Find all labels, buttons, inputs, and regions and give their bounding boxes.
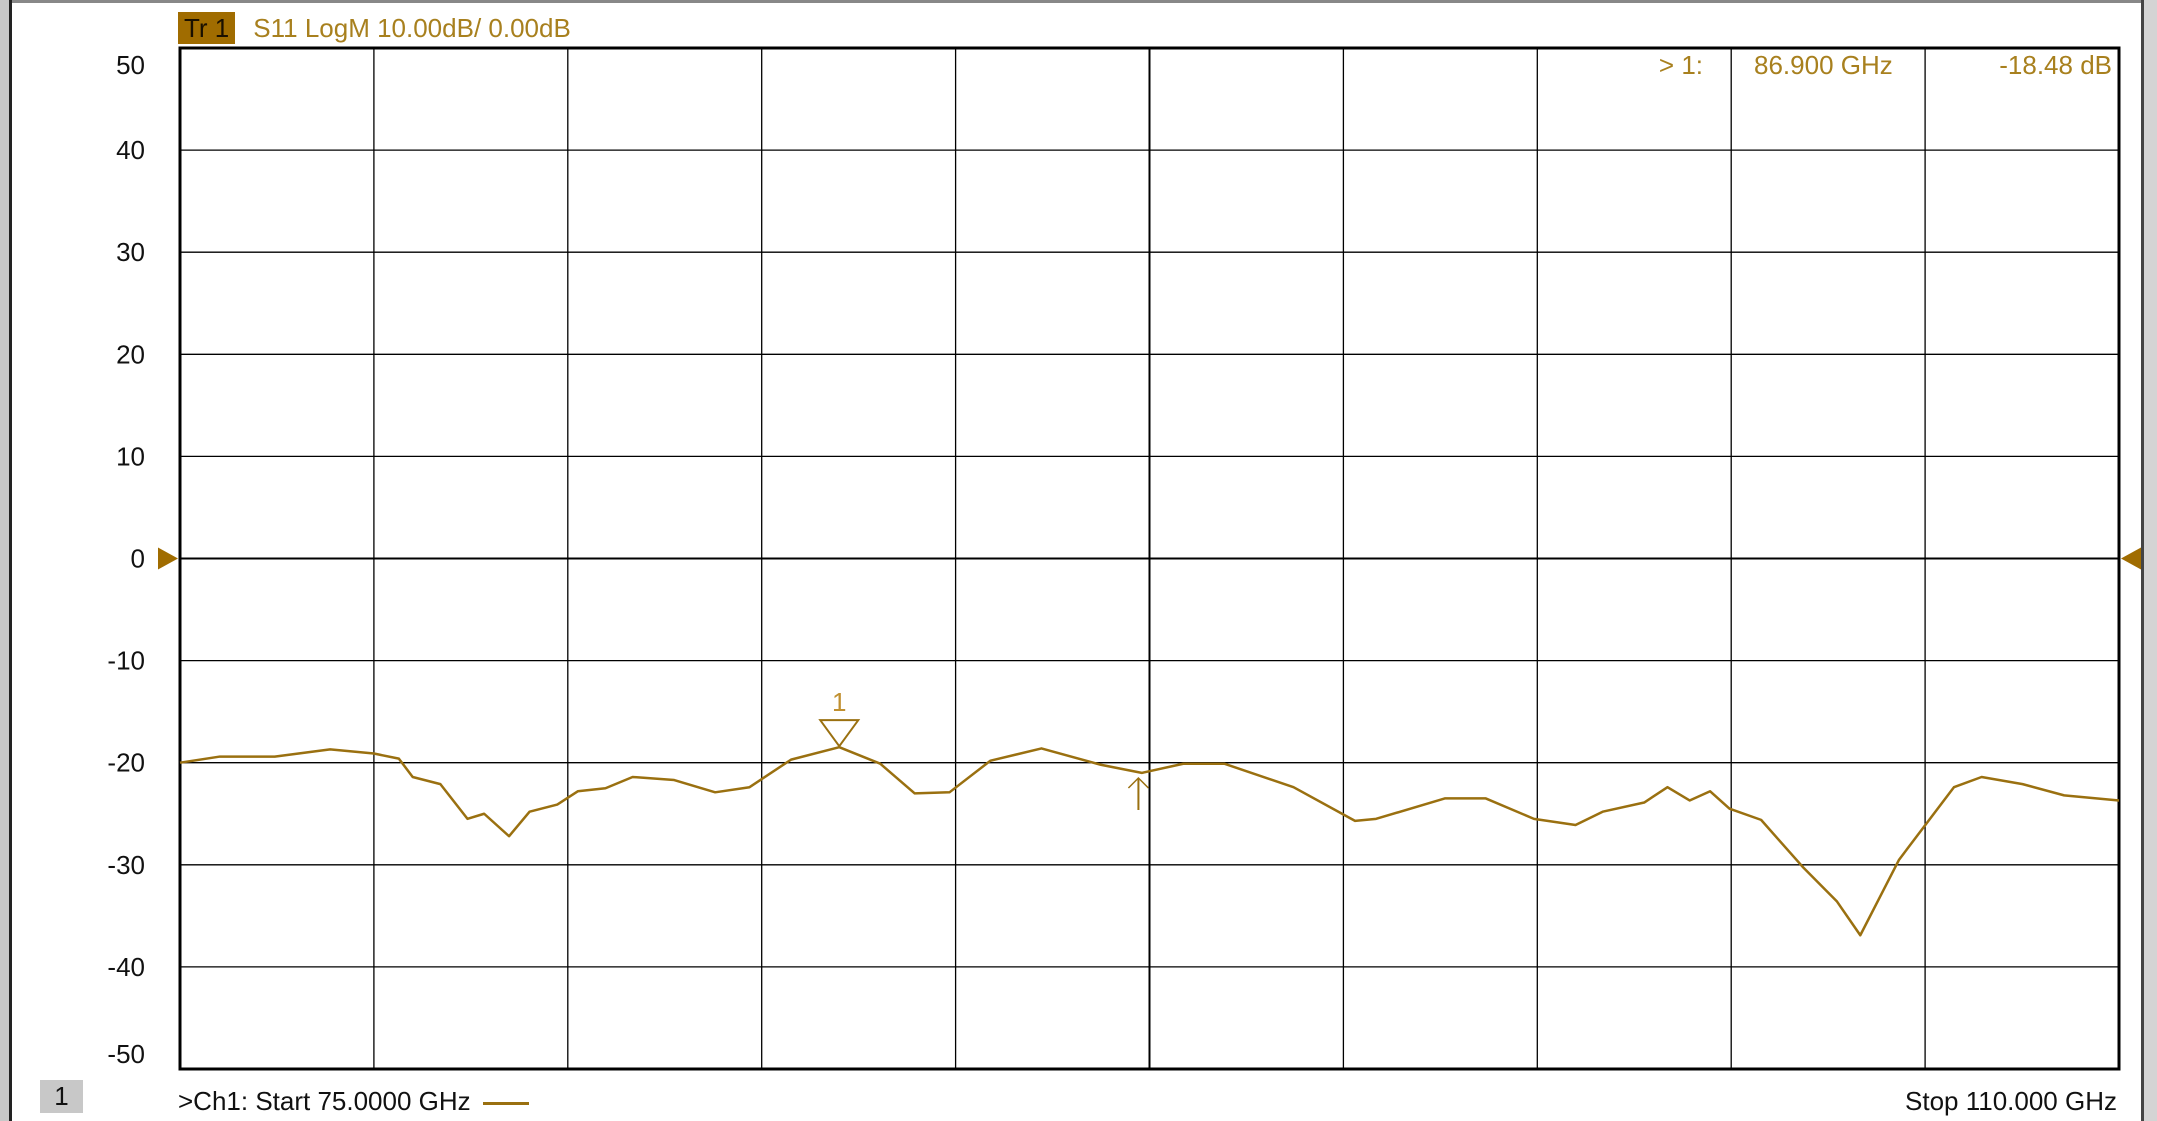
y-tick-label: 30 [116,237,145,267]
arrow-marker-head-icon [1127,776,1149,789]
start-frequency: >Ch1: Start 75.0000 GHz [178,1086,529,1117]
y-tick-label: -20 [107,748,145,778]
marker-readout-value: -18.48 dB [1999,50,2112,80]
y-tick-label: 0 [131,544,145,574]
y-tick-label: 50 [116,50,145,80]
marker-triangle-icon [818,719,861,748]
stop-frequency: Stop 110.000 GHz [1905,1086,2117,1116]
y-tick-label: -30 [107,850,145,880]
y-tick-label: -50 [107,1039,145,1069]
reference-level-left-icon [158,547,178,570]
y-tick-label: -40 [107,952,145,982]
y-tick-label: 10 [116,441,145,471]
marker-readout-frequency: 86.900 GHz [1754,50,1893,80]
y-tick-label: 40 [116,135,145,165]
trace-info: S11 LogM 10.00dB/ 0.00dB [253,12,571,43]
trace-legend-line [482,1101,529,1105]
plot-border [178,46,2121,1071]
channel-badge[interactable]: 1 [40,1080,83,1113]
window-frame-right [2141,0,2157,1121]
marker-readout-id: > 1: [1658,50,1703,80]
trace-label[interactable]: Tr 1 [178,12,236,44]
trace-s11 [179,745,2120,937]
marker-label: 1 [832,687,846,717]
reference-level-right-icon [2121,547,2141,570]
y-tick-label: 20 [116,339,145,369]
trace-header[interactable]: Tr 1 S11 LogM 10.00dB/ 0.00dB [178,12,571,44]
y-tick-label: -10 [107,646,145,676]
start-label: >Ch1: Start 75.0000 GHz [178,1086,471,1116]
window-frame-top [0,0,2157,3]
window-frame-left [0,0,12,1121]
